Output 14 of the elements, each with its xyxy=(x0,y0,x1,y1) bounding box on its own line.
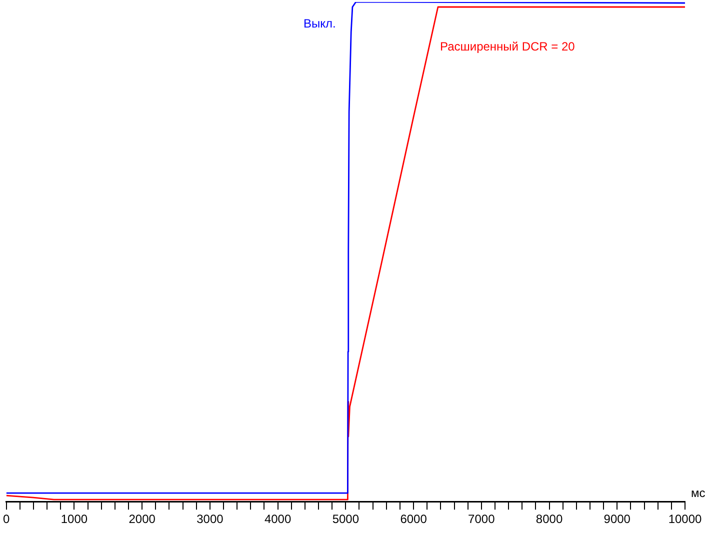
x-tick-label: 8000 xyxy=(536,512,563,526)
x-tick-label: 1000 xyxy=(60,512,88,526)
x-tick-label: 9000 xyxy=(604,512,631,526)
series-label: Расширенный DCR = 20 xyxy=(440,39,576,54)
x-tick-label: 4000 xyxy=(264,512,292,526)
x-tick-label: 2000 xyxy=(128,512,156,526)
x-tick-label: 10000 xyxy=(668,512,702,526)
x-tick-label: 7000 xyxy=(468,512,496,526)
x-tick-label: 0 xyxy=(2,512,10,526)
series-label: Выкл. xyxy=(303,16,336,30)
x-tick-label: 6000 xyxy=(400,512,428,526)
x-axis-title: мс xyxy=(691,486,706,500)
x-tick-label: 5000 xyxy=(332,512,360,526)
x-tick-label: 3000 xyxy=(196,512,224,526)
